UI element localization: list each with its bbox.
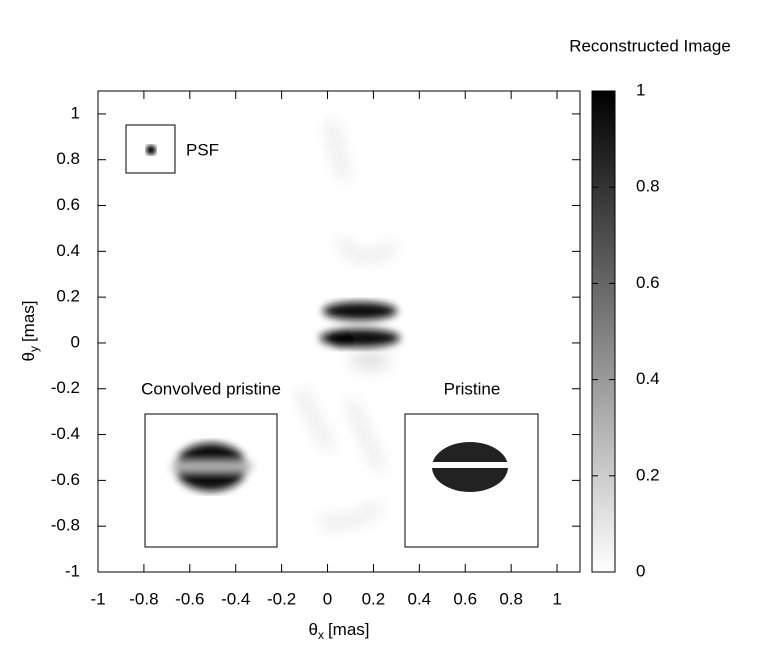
x-tick-label: 1: [552, 589, 561, 608]
x-tick-label: 0.2: [362, 589, 386, 608]
colorbar-tick-label: 0.4: [636, 369, 660, 388]
y-axis-label: θy [mas]: [19, 300, 41, 361]
y-tick-label: 0.6: [56, 195, 80, 214]
x-tick-label: -1: [90, 589, 105, 608]
annotation: PSF: [186, 140, 219, 159]
colorbar-tick-label: 0.8: [636, 177, 660, 196]
colorbar-tick-label: 0.2: [636, 465, 660, 484]
x-label-sub: x: [318, 628, 324, 642]
x-tick-label: -0.2: [267, 589, 296, 608]
colorbar-tick-label: 0.6: [636, 273, 660, 292]
y-label-symbol: θ: [19, 352, 38, 361]
y-tick-label: 0.4: [56, 241, 80, 260]
psf-inset: [125, 124, 176, 174]
plot-frame: [97, 90, 581, 573]
colorbar-tick-label: 1: [636, 80, 645, 99]
annotation: Pristine: [444, 379, 501, 398]
x-tick-label: 0: [323, 589, 332, 608]
image: [296, 119, 400, 527]
y-tick-label: -0.8: [51, 516, 80, 535]
colorbar-tick-label: 0: [636, 561, 645, 580]
y-tick-label: 0.2: [56, 287, 80, 306]
y-tick-label: 0.8: [56, 149, 80, 168]
y-label-sub: y: [27, 346, 41, 352]
y-tick-label: -0.2: [51, 378, 80, 397]
x-tick-label: 0.8: [499, 589, 523, 608]
pristine-inset: [404, 413, 539, 548]
y-tick-label: -0.4: [51, 424, 80, 443]
x-tick-label: 0.6: [453, 589, 477, 608]
x-tick-label: -0.4: [221, 589, 250, 608]
y-tick-label: 1: [71, 103, 80, 122]
x-label-symbol: θ: [308, 620, 317, 639]
convolved-inset: [144, 413, 278, 548]
x-tick-label: 0.4: [408, 589, 432, 608]
x-tick-label: -0.6: [175, 589, 204, 608]
x-axis-label: θx [mas]: [308, 620, 369, 642]
annotation: Convolved pristine: [141, 379, 281, 398]
colorbar-title: Reconstructed Image: [569, 36, 731, 55]
x-label-unit: [mas]: [328, 620, 370, 639]
y-tick-label: 0: [71, 332, 80, 351]
y-tick-label: -0.6: [51, 470, 80, 489]
y-label-unit: [mas]: [19, 300, 38, 342]
colorbar: [591, 90, 616, 573]
y-tick-label: -1: [65, 561, 80, 580]
x-tick-label: -0.8: [129, 589, 158, 608]
